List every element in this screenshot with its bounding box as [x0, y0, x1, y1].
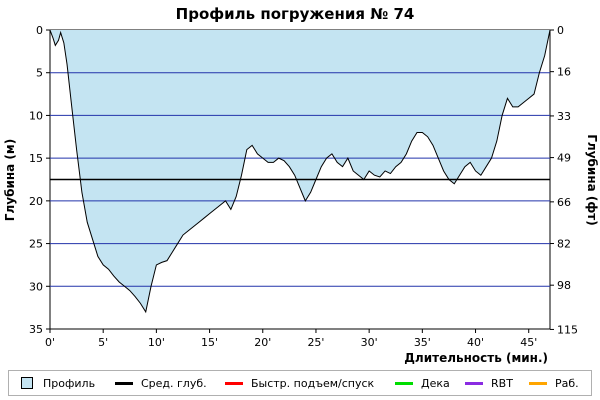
- x-tick-label-5: 25': [307, 336, 324, 349]
- y-tick-label-right-4: 66: [557, 196, 571, 209]
- x-tick-label-7: 35': [414, 336, 431, 349]
- x-tick-label-3: 15': [201, 336, 218, 349]
- dive-profile-chart: Профиль погружения № 74 0 5 10 15 20 25 30 35 0 1…: [3, 5, 599, 365]
- legend-item-avg-depth: Сред. глуб.: [115, 376, 207, 390]
- profile-area-layer: [50, 30, 550, 312]
- y-tick-label-left-2: 10: [29, 109, 43, 122]
- y-tick-label-right-1: 16: [557, 66, 571, 79]
- y-tick-label-right-0: 0: [557, 24, 564, 37]
- legend-swatch-fast-ascent: [225, 381, 243, 385]
- x-tick-label-2: 10': [148, 336, 165, 349]
- legend-label-work: Раб.: [555, 376, 579, 390]
- y-tick-label-left-4: 20: [29, 195, 43, 208]
- y-tick-label-right-3: 49: [557, 152, 571, 165]
- profile-line-layer: [49, 29, 551, 314]
- y-tick-label-right-2: 33: [557, 110, 571, 123]
- legend-item-deco: Дека: [395, 376, 450, 390]
- axis-layer: 0 5 10 15 20 25 30 35 0 16 33 49 66 82 98 115 0' 5' 10' 15'…: [29, 24, 578, 349]
- legend-item-rbt: RBT: [465, 376, 513, 390]
- legend-item-work: Раб.: [529, 376, 579, 390]
- y-tick-label-right-6: 98: [557, 279, 571, 292]
- legend-item-fast-ascent: Быстр. подъем/спуск: [225, 376, 374, 390]
- legend-swatch-deco: [395, 381, 413, 385]
- y-tick-label-left-0: 0: [36, 24, 43, 37]
- grid-layer: [50, 72, 550, 287]
- legend-item-profile: Профиль: [21, 376, 95, 390]
- chart-title: Профиль погружения № 74: [176, 5, 415, 23]
- legend-swatch-avg-depth: [115, 381, 133, 385]
- legend-label-rbt: RBT: [491, 376, 513, 390]
- y-axis-label-right: Глубина (фт): [585, 134, 599, 225]
- y-tick-label-right-7: 115: [557, 323, 578, 336]
- y-tick-label-left-3: 15: [29, 152, 43, 165]
- legend-swatch-work: [529, 381, 547, 385]
- legend-label-deco: Дека: [421, 376, 450, 390]
- y-tick-label-left-5: 25: [29, 238, 43, 251]
- y-tick-label-left-7: 35: [29, 323, 43, 336]
- profile-area: [50, 30, 550, 312]
- y-tick-label-right-5: 82: [557, 238, 571, 251]
- x-tick-label-4: 20': [254, 336, 271, 349]
- legend-label-fast-ascent: Быстр. подъем/спуск: [251, 376, 375, 390]
- x-tick-label-9: 45': [520, 336, 537, 349]
- x-tick-label-6: 30': [361, 336, 378, 349]
- legend-label-avg-depth: Сред. глуб.: [141, 376, 207, 390]
- legend: Профиль Сред. глуб. Быстр. подъем/спуск …: [8, 370, 592, 396]
- x-tick-label-0: 0': [45, 336, 55, 349]
- y-axis-label-left: Глубина (м): [3, 139, 17, 221]
- legend-swatch-profile: [21, 377, 33, 389]
- x-tick-label-8: 40': [467, 336, 484, 349]
- legend-swatch-rbt: [465, 381, 483, 385]
- x-tick-label-1: 5': [98, 336, 108, 349]
- y-tick-label-left-6: 30: [29, 280, 43, 293]
- y-tick-label-left-1: 5: [36, 67, 43, 80]
- x-axis-label: Длительность (мин.): [404, 351, 548, 365]
- legend-label-profile: Профиль: [43, 376, 96, 390]
- profile-line: [49, 29, 551, 314]
